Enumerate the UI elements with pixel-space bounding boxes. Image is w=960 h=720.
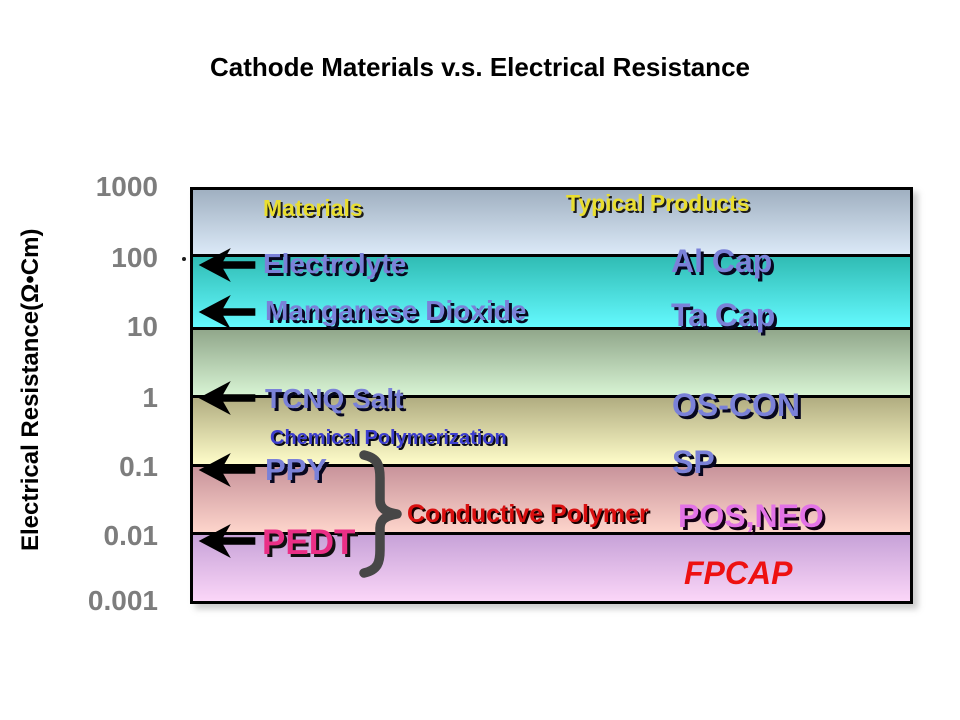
y-tick-1: 1 [142, 382, 158, 413]
left-arrow-icon [198, 381, 256, 415]
product-label-fpcap: FPCAP [684, 555, 793, 591]
resistance-band-0.01-0.001 [193, 535, 910, 601]
product-label-pos-neo: POS,NEO [678, 498, 824, 534]
y-tick-0.01: 0.01 [103, 520, 159, 551]
material-label-ppy: PPY [265, 452, 328, 487]
resistance-band-1000-100 [193, 190, 910, 257]
y-tick-100: 100 [111, 242, 158, 273]
product-label-al-cap: Al Cap [671, 243, 773, 279]
column-header-typical-products: Typical Products [566, 190, 750, 216]
axis-marker-dot [182, 257, 186, 261]
y-tick-0.1: 0.1 [119, 451, 158, 482]
y-axis-title: Electrical Resistance(Ω•Cm) [17, 228, 44, 551]
slide-title: Cathode Materials v.s. Electrical Resist… [210, 52, 750, 82]
resistance-band-0.1-0.01 [193, 467, 910, 535]
left-arrow-icon [198, 453, 256, 487]
resistance-band-1-0.1 [193, 398, 910, 467]
y-tick-10: 10 [126, 311, 158, 342]
left-arrow-icon [198, 524, 256, 558]
column-header-materials: Materials [263, 195, 363, 221]
y-tick-0.001: 0.001 [87, 585, 158, 616]
product-label-ta-cap: Ta Cap [671, 297, 776, 333]
left-arrow-icon [198, 248, 256, 282]
material-label-manganese-dioxide: Manganese Dioxide [265, 295, 527, 326]
product-label-sp: SP [672, 444, 715, 480]
resistance-band-10-1 [193, 330, 910, 398]
y-tick-1000: 1000 [95, 171, 158, 202]
material-label-tcnq-salt: TCNQ Salt [265, 383, 404, 414]
plot-area [190, 187, 913, 604]
annotation-conductive-polymer: Conductive Polymer [407, 500, 649, 528]
material-label-electrolyte: Electrolyte [263, 248, 407, 279]
resistance-band-100-10 [193, 257, 910, 330]
left-arrow-icon [198, 295, 256, 329]
curly-brace-icon [359, 450, 402, 578]
product-label-os-con: OS-CON [672, 387, 800, 423]
material-label-pedt: PEDT [262, 523, 356, 562]
annotation-chemical-polymerization: Chemical Polymerization [270, 427, 507, 449]
